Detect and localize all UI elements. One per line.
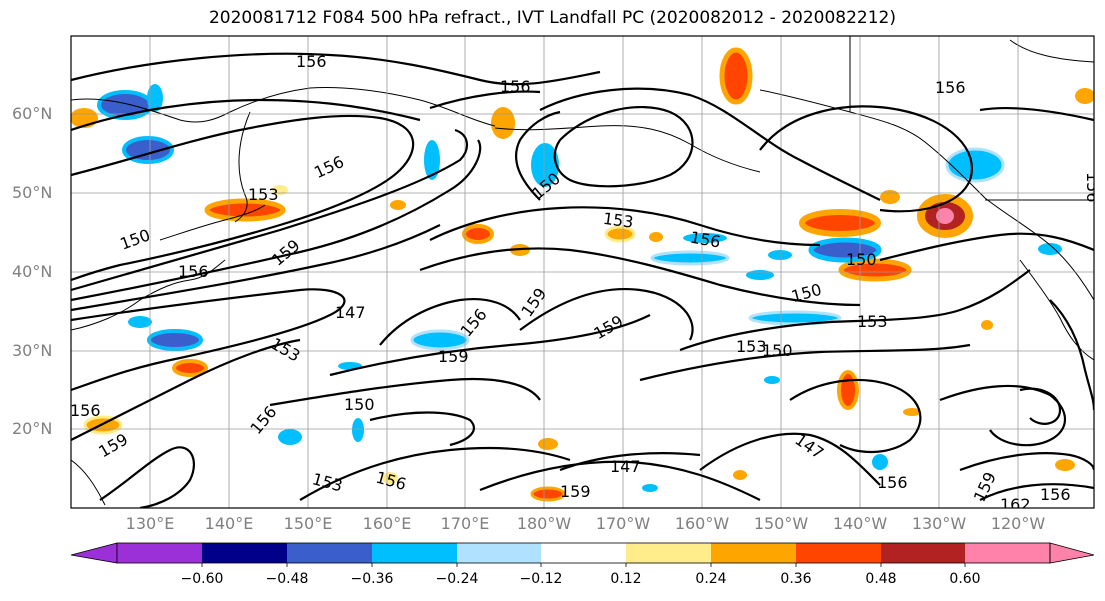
map-title: 2020081712 F084 500 hPa refract., IVT La… (208, 8, 896, 28)
colorbar-tick-label: 0.48 (865, 571, 897, 587)
contour-label: 147 (610, 457, 641, 476)
lon-label: 160°W (674, 514, 730, 533)
colorbar-segment (287, 543, 372, 563)
colorbar-segment (626, 543, 711, 563)
lon-label: 170°W (595, 514, 651, 533)
colorbar-tick-label: −0.48 (265, 571, 309, 587)
lat-label: 60°N (12, 104, 53, 123)
lon-label: 140°W (832, 514, 888, 533)
colorbar-segment (796, 543, 881, 563)
contour-label: 147 (335, 303, 366, 322)
contour-label: 156 (1040, 485, 1071, 504)
lon-label: 160°E (362, 514, 412, 533)
contour-label: 159 (438, 347, 469, 366)
colorbar-segment (541, 543, 626, 563)
lon-label: 170°E (440, 514, 490, 533)
lat-label: 50°N (12, 183, 53, 202)
contour-label: 156 (178, 262, 209, 281)
contour-label: 156 (500, 77, 531, 96)
lon-label: 140°E (204, 514, 254, 533)
colorbar-tick-label: −0.12 (519, 571, 563, 587)
contour-label: 156 (935, 78, 966, 97)
height-contours (71, 52, 1094, 508)
contour-label: 150 (762, 341, 793, 360)
colorbar-tick-label: 0.60 (949, 571, 981, 587)
gridlines (71, 36, 1094, 508)
colorbar-segment (117, 543, 202, 563)
lon-label: 120°W (990, 514, 1046, 533)
colorbar-segment (202, 543, 287, 563)
lat-label: 30°N (12, 341, 53, 360)
contour-label: 150 (344, 395, 375, 414)
colorbar-segment (881, 543, 965, 563)
colorbar (70, 542, 1095, 567)
lat-label: 20°N (12, 419, 53, 438)
contour-label: 150 (846, 250, 877, 269)
lon-label: 180°W (516, 514, 572, 533)
colorbar-tick-label: −0.60 (180, 571, 224, 587)
colorbar-segment (457, 543, 541, 563)
contour-label: 153 (857, 312, 888, 331)
colorbar-tick-label: 0.24 (695, 571, 727, 587)
contour-label: 153 (736, 337, 767, 356)
colorbar-tick-label: 0.12 (610, 571, 642, 587)
colorbar-segment (372, 543, 457, 563)
colorbar-tick-label: −0.24 (435, 571, 479, 587)
lon-label: 150°E (283, 514, 333, 533)
map-border (70, 35, 1095, 509)
contour-label: 153 (602, 209, 635, 232)
contour-label: 156 (877, 473, 908, 492)
lon-label: 150°W (753, 514, 809, 533)
lat-label: 40°N (12, 262, 53, 281)
contour-label: 153 (248, 185, 279, 204)
colorbar-outline (116, 542, 1051, 564)
colorbar-tick-label: 0.36 (780, 571, 812, 587)
colorbar-tick-label: −0.36 (350, 571, 394, 587)
colorbar-max-extend (1049, 542, 1095, 564)
lon-label: 130°E (125, 514, 175, 533)
contour-label: 162 (1000, 495, 1031, 514)
contour-label: 156 (1083, 172, 1102, 203)
contour-label: 156 (296, 52, 327, 71)
lon-label: 130°W (911, 514, 967, 533)
contour-label: 159 (560, 482, 591, 501)
contour-label: 156 (70, 401, 101, 420)
colorbar-min-extend (70, 542, 118, 564)
colorbar-segment (965, 543, 1050, 563)
colorbar-segment (711, 543, 796, 563)
